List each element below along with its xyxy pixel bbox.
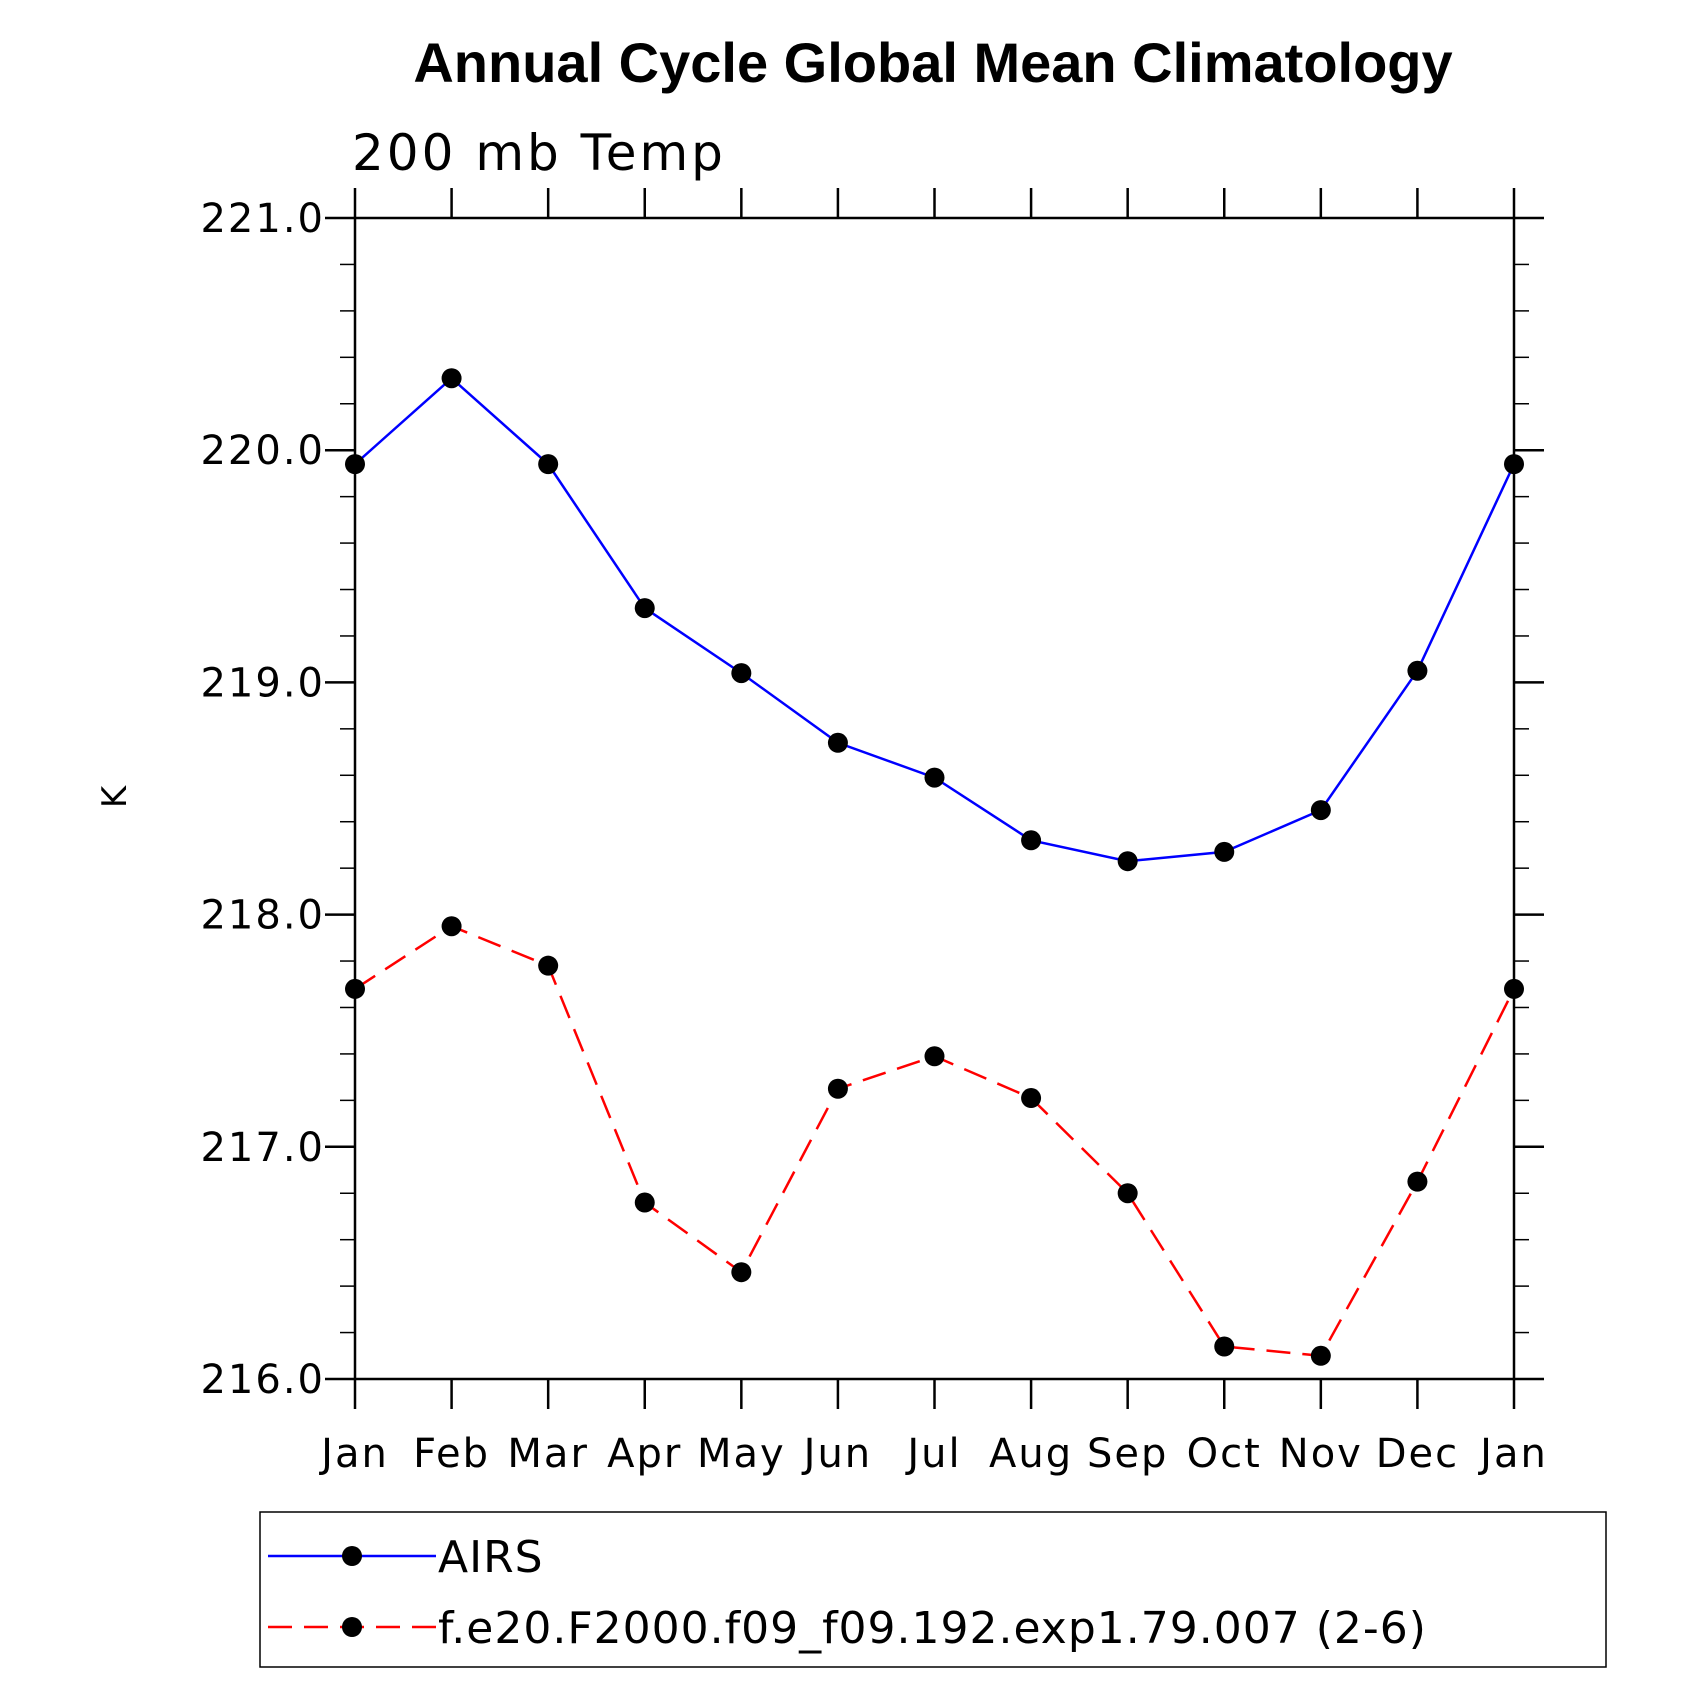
y-tick-label: 221.0 xyxy=(200,196,325,242)
x-tick-label: Mar xyxy=(507,1431,588,1477)
chart-title: Annual Cycle Global Mean Climatology xyxy=(413,31,1452,94)
legend: AIRS f.e20.F2000.f09_f09.192.exp1.79.007… xyxy=(259,1511,1607,1668)
data-point xyxy=(441,368,462,389)
x-tick-label: Apr xyxy=(607,1431,682,1477)
data-point xyxy=(1407,1171,1428,1192)
x-tick-label: Jan xyxy=(1477,1431,1548,1477)
x-tick-label: Feb xyxy=(413,1431,490,1477)
y-tick-label: 219.0 xyxy=(200,660,325,706)
legend-box xyxy=(259,1511,1607,1668)
x-tick-label: Jun xyxy=(801,1431,873,1477)
x-tick-label: Jul xyxy=(904,1431,961,1477)
axis-ticks xyxy=(325,188,1544,1409)
x-tick-label: Aug xyxy=(989,1431,1073,1477)
x-tick-labels: Jan Feb Mar Apr May Jun Jul Aug Sep Oct Nov Dec Jan xyxy=(318,1431,1548,1477)
x-tick-label: May xyxy=(697,1431,786,1477)
data-point xyxy=(538,955,559,976)
y-tick-label: 217.0 xyxy=(200,1125,325,1171)
chart-subtitle: 200 mb Temp xyxy=(352,124,726,182)
y-axis-label: K xyxy=(95,784,135,808)
data-point xyxy=(1021,830,1042,851)
legend-marker-airs xyxy=(342,1546,362,1566)
data-point xyxy=(827,732,848,753)
series-layer xyxy=(345,368,1524,1366)
data-point xyxy=(827,1078,848,1099)
data-point xyxy=(1214,1336,1235,1357)
y-tick-labels: 216.0 217.0 218.0 219.0 220.0 221.0 xyxy=(200,196,325,1403)
y-tick-label: 220.0 xyxy=(200,428,325,474)
data-point xyxy=(731,1262,752,1283)
y-tick-label: 216.0 xyxy=(200,1357,325,1403)
legend-label-model: f.e20.F2000.f09_f09.192.exp1.79.007 (2-6… xyxy=(438,1603,1427,1654)
data-point xyxy=(1310,1345,1331,1366)
data-point xyxy=(538,454,559,475)
data-point xyxy=(345,454,365,475)
data-point xyxy=(1021,1088,1042,1109)
data-point xyxy=(924,767,945,788)
data-point xyxy=(345,978,365,999)
series-line-1 xyxy=(354,924,1516,1358)
data-point xyxy=(634,1192,655,1213)
series-line-0 xyxy=(354,376,1516,863)
data-point xyxy=(1117,1183,1138,1204)
data-point xyxy=(634,598,655,619)
x-tick-label: Oct xyxy=(1187,1431,1262,1477)
data-point xyxy=(1504,454,1524,475)
y-tick-label: 218.0 xyxy=(200,893,325,939)
data-point xyxy=(1504,978,1524,999)
data-point xyxy=(1117,851,1138,872)
x-tick-label: Sep xyxy=(1087,1431,1168,1477)
x-tick-label: Dec xyxy=(1376,1431,1459,1477)
legend-label-airs: AIRS xyxy=(438,1532,544,1583)
data-point xyxy=(1407,660,1428,681)
data-point xyxy=(731,663,752,684)
plot-frame xyxy=(353,216,1516,1381)
legend-marker-model xyxy=(342,1617,362,1637)
data-point xyxy=(924,1046,945,1067)
x-tick-label: Jan xyxy=(318,1431,389,1477)
data-point xyxy=(441,916,462,937)
data-point xyxy=(1214,841,1235,862)
data-point xyxy=(1310,800,1331,821)
x-tick-label: Nov xyxy=(1279,1431,1363,1477)
